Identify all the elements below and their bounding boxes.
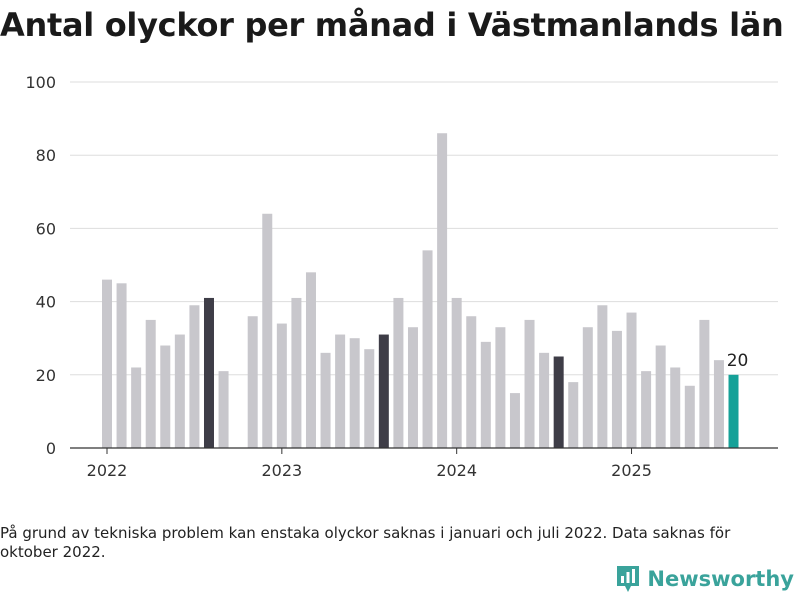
- bar-chart: 0 20 40 60 80 100 2022 2023 2024 2025 20: [25, 73, 778, 480]
- x-tick-label: 2022: [87, 461, 128, 480]
- data-labels: 20: [727, 351, 749, 371]
- bar-2024-03: [480, 341, 491, 448]
- bar-2023-07: [364, 349, 375, 448]
- bar-2022-01: [102, 279, 112, 448]
- brand-name: Newsworthy: [647, 567, 794, 591]
- bar-2024-12: [611, 330, 622, 448]
- x-tick-label: 2025: [611, 461, 652, 480]
- bar-2023-08: [378, 334, 389, 448]
- bar-2024-11: [597, 305, 608, 448]
- bar-2022-04: [145, 319, 156, 448]
- bar-2023-05: [335, 334, 346, 448]
- bar-2023-10: [407, 327, 418, 448]
- data-label: 20: [727, 351, 749, 371]
- bar-2023-09: [393, 297, 404, 448]
- bar-2024-01: [451, 297, 462, 448]
- bar-2024-08: [553, 356, 564, 448]
- bar-2022-08: [203, 297, 214, 448]
- bar-2022-07: [189, 305, 200, 448]
- bar-2024-04: [495, 327, 506, 448]
- bar-2023-12: [437, 133, 448, 448]
- bar-2024-06: [524, 319, 535, 448]
- footnote: På grund av tekniska problem kan enstaka…: [0, 524, 731, 561]
- bar-2022-06: [174, 334, 185, 448]
- y-tick-label: 40: [36, 293, 56, 312]
- y-tick-label: 80: [36, 146, 56, 165]
- x-axis: 2022 2023 2024 2025: [70, 447, 778, 480]
- y-tick-label: 0: [46, 439, 56, 458]
- bar-2022-02: [116, 283, 127, 448]
- bar-2025-01: [626, 312, 637, 448]
- x-tick-label: 2023: [261, 461, 302, 480]
- bar-2023-06: [349, 338, 360, 448]
- bar-2022-09: [218, 371, 229, 448]
- bar-2024-10: [582, 327, 593, 448]
- bar-2025-08: [728, 374, 739, 448]
- y-tick-label: 100: [25, 73, 56, 92]
- bar-2023-01: [276, 323, 287, 448]
- bar-2024-09: [568, 382, 579, 448]
- bars: [102, 133, 739, 448]
- x-tick-label: 2024: [436, 461, 477, 480]
- y-tick-label: 20: [36, 366, 56, 385]
- bar-2025-02: [641, 371, 652, 448]
- bar-2023-11: [422, 250, 433, 448]
- bar-2022-11: [247, 316, 258, 448]
- newsworthy-logo-icon: [617, 566, 640, 592]
- bar-2025-05: [684, 385, 695, 448]
- bar-2023-04: [320, 352, 331, 448]
- bar-2022-03: [131, 367, 142, 448]
- chart-title: Antal olyckor per månad i Västmanlands l…: [0, 6, 784, 44]
- bar-2025-04: [670, 367, 681, 448]
- bar-2022-12: [262, 213, 273, 448]
- bar-2025-06: [699, 319, 710, 448]
- bar-2022-05: [160, 345, 171, 448]
- brand-logo: Newsworthy: [615, 564, 794, 594]
- bar-2023-02: [291, 297, 302, 448]
- bar-2024-07: [539, 352, 550, 448]
- bar-2024-02: [466, 316, 477, 448]
- y-tick-label: 60: [36, 219, 56, 238]
- bar-2023-03: [305, 272, 316, 448]
- bar-2025-07: [713, 360, 724, 448]
- bar-2025-03: [655, 345, 666, 448]
- bar-2024-05: [509, 393, 520, 448]
